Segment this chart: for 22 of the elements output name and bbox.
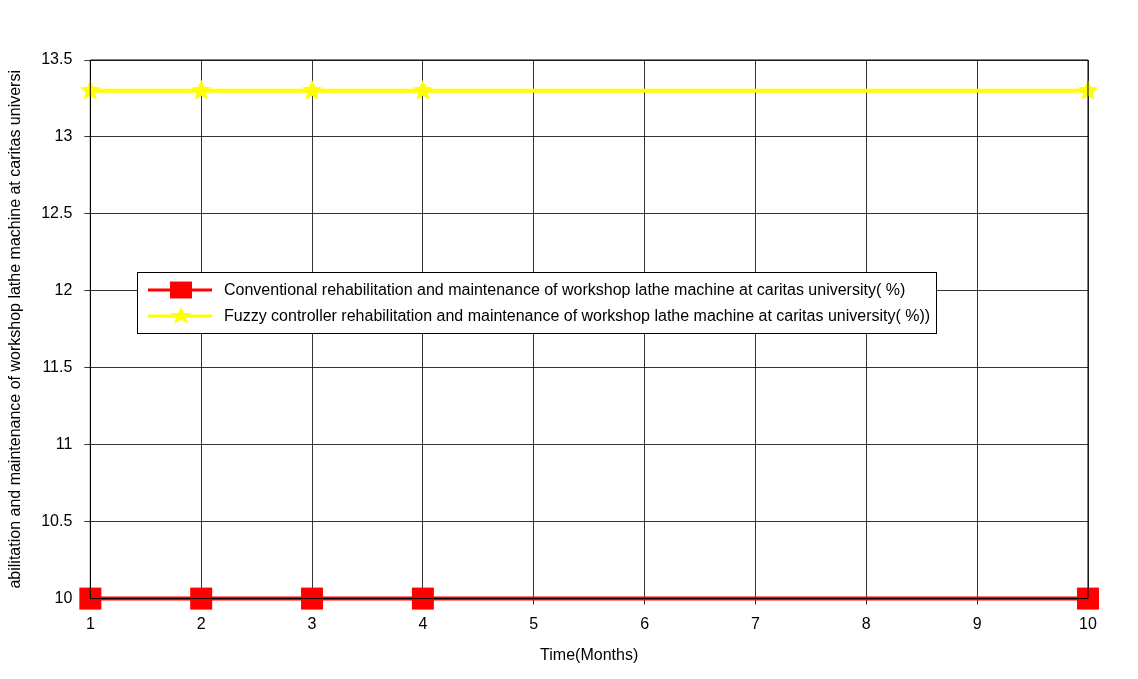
x-tick-label: 6 (640, 614, 650, 632)
x-tick-label: 4 (418, 614, 428, 632)
x-tick-label: 1 (85, 614, 95, 632)
x-axis-title: Time(Months) (540, 645, 639, 663)
y-axis-title: abilitation and maintenance of workshop lathe machine at caritas universi (6, 70, 24, 589)
legend-label: Conventional rehabilitation and maintenance of workshop lathe machine at caritas university( %) (224, 281, 906, 299)
x-tick-label: 5 (529, 614, 539, 632)
legend-label: Fuzzy controller rehabilitation and maintenance of workshop lathe machine at caritas university( %)) (224, 307, 931, 325)
x-tick-label: 9 (972, 614, 982, 632)
y-tick-label: 11.5 (42, 358, 73, 376)
x-tick-label: 8 (861, 614, 871, 632)
y-tick-label: 10.5 (41, 512, 73, 530)
y-tick-label: 12.5 (41, 204, 73, 222)
y-tick-label: 10 (54, 589, 73, 607)
x-tick-label: 10 (1079, 614, 1097, 632)
x-tick-label: 3 (307, 614, 317, 632)
y-tick-label: 12 (54, 281, 73, 299)
y-tick-label: 13 (54, 127, 73, 145)
y-tick-label: 13.5 (41, 50, 73, 68)
x-tick-label: 2 (196, 614, 206, 632)
y-tick-label: 11 (55, 435, 73, 453)
x-tick-label: 7 (750, 614, 760, 632)
